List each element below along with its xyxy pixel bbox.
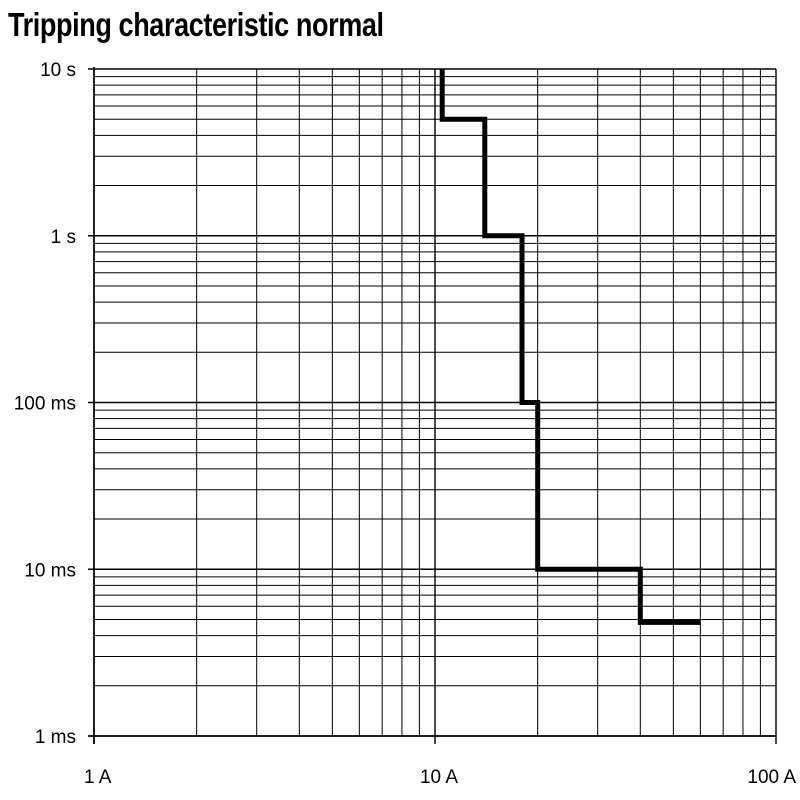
x-tick-label: 100 A bbox=[747, 767, 796, 788]
y-tick-label: 10 ms bbox=[24, 560, 76, 581]
y-tick-label: 1 ms bbox=[35, 727, 76, 748]
x-tick-label: 1 A bbox=[84, 767, 112, 788]
y-tick-label: 100 ms bbox=[14, 394, 76, 415]
y-tick-label: 1 s bbox=[51, 227, 76, 248]
tick-labels: 10 s 1 s 100 ms 10 ms 1 ms 1 A 10 A 100 A bbox=[14, 60, 797, 788]
x-tick-label: 10 A bbox=[420, 767, 458, 788]
y-tick-label: 10 s bbox=[40, 60, 76, 81]
y-grid bbox=[88, 68, 776, 737]
trip-curve-line bbox=[439, 69, 701, 625]
chart-title: Tripping characteristic normal bbox=[8, 6, 384, 43]
series-layer bbox=[439, 69, 701, 625]
axes bbox=[88, 67, 777, 744]
